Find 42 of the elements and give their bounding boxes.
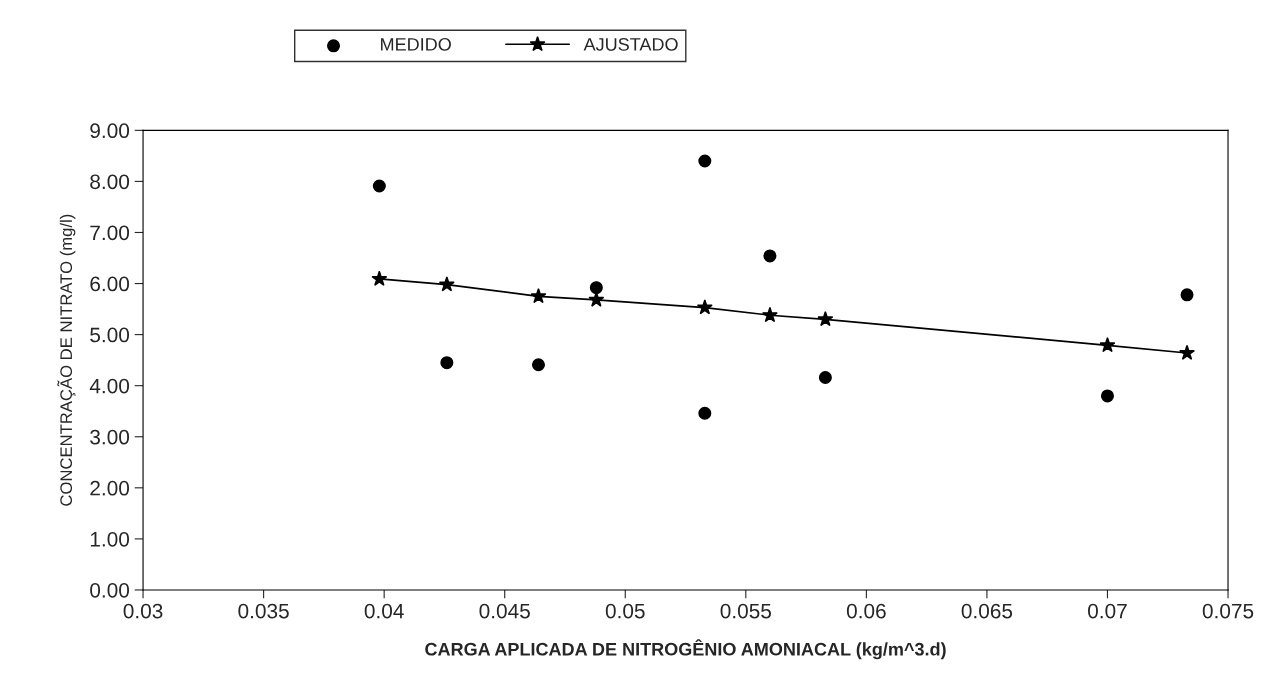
- point: [698, 406, 712, 420]
- point: [440, 356, 454, 370]
- x-tick-label: 0.04: [364, 603, 404, 619]
- point: [817, 310, 834, 327]
- x-tick-label: 0.055: [720, 603, 772, 619]
- point: [763, 249, 777, 263]
- x-tick-label: 0.045: [479, 603, 530, 619]
- x-axis-title: CARGA APLICADA DE NITROGÊNIO AMONIACAL (kg/m^3.d): [425, 639, 946, 660]
- x-tick-label: 0.03: [123, 603, 163, 619]
- point: [1099, 337, 1116, 353]
- y-tick-label: 5.00: [90, 327, 130, 343]
- point: [761, 306, 778, 323]
- y-tick-label: 4.00: [89, 378, 130, 394]
- x-tick-label: 0.06: [846, 603, 886, 619]
- y-tick-label: 0.00: [90, 582, 130, 598]
- y-tick-label: 7.00: [90, 225, 130, 241]
- x-tick-label: 0.07: [1088, 603, 1127, 619]
- x-tick-label: 0.065: [961, 603, 1013, 619]
- point: [698, 154, 712, 168]
- point: [531, 358, 545, 372]
- point: [1179, 344, 1195, 360]
- legend-label: MEDIDO: [381, 37, 451, 51]
- y-tick-label: 3.00: [90, 429, 130, 445]
- y-tick-label: 9.00: [90, 123, 130, 139]
- point: [438, 276, 455, 292]
- legend-label: AJUSTADO: [583, 37, 678, 51]
- point: [371, 270, 388, 286]
- y-tick-label: 1.00: [90, 531, 130, 547]
- point: [696, 299, 713, 315]
- point: [372, 179, 386, 193]
- x-tick-label: 0.035: [238, 603, 289, 619]
- point: [1180, 288, 1194, 302]
- y-axis-title: CONCENTRAÇÃO DE NITRATO (mg/l): [57, 214, 76, 506]
- point: [530, 287, 547, 304]
- point: [818, 371, 832, 385]
- x-tick-label: 0.05: [605, 603, 645, 619]
- y-tick-label: 8.00: [90, 174, 130, 190]
- y-tick-label: 2.00: [90, 480, 130, 496]
- point: [1100, 389, 1114, 403]
- point: [589, 281, 603, 295]
- x-tick-label: 0.075: [1202, 603, 1254, 619]
- y-tick-label: 6.00: [90, 276, 130, 292]
